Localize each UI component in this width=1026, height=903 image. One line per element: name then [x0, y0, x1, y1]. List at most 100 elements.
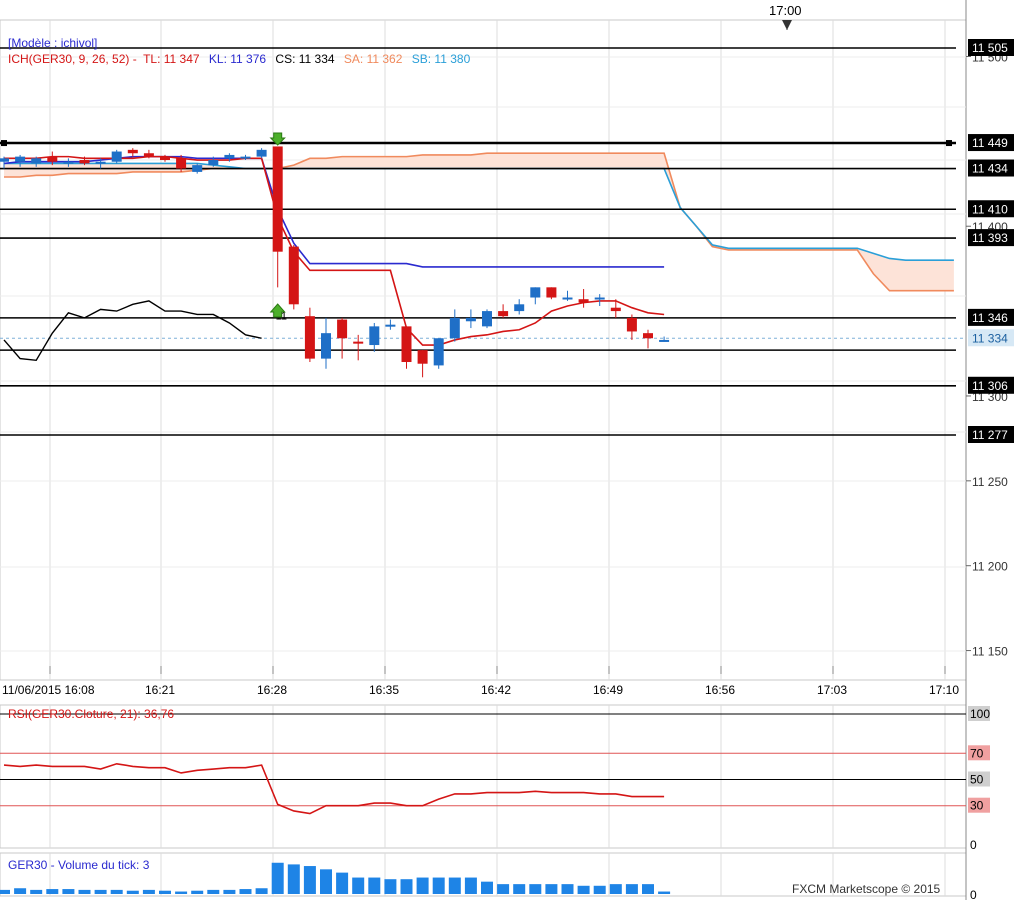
candle-body: [626, 317, 637, 332]
price-label-box: [968, 229, 1014, 247]
volume-bar: [416, 877, 429, 894]
price-label-text: 11 277: [972, 428, 1008, 442]
candle-body: [433, 338, 444, 366]
volume-bar: [191, 890, 204, 894]
volume-bar: [384, 879, 397, 894]
price-label-text: 11 393: [972, 231, 1008, 245]
volume-bar: [481, 881, 493, 894]
price-label-text: 11 346: [972, 311, 1008, 325]
candle-body: [79, 160, 90, 164]
candle-body: [643, 333, 653, 339]
x-tick-label: 16:35: [369, 683, 399, 697]
volume-bar: [658, 891, 671, 894]
price-label-box: [968, 134, 1014, 152]
candle-body: [465, 317, 476, 322]
volume-bar: [126, 890, 139, 894]
candle-body: [272, 146, 283, 252]
x-tick-label: 16:42: [481, 683, 511, 697]
y-tick-label: 11 200: [972, 560, 1008, 574]
rsi-tick-label: 0: [970, 838, 977, 852]
x-tick-label: 11/06/2015 16:08: [2, 683, 95, 697]
price-label-text: 11 434: [972, 162, 1008, 176]
price-label-text: 11 306: [972, 379, 1008, 393]
volume-bar: [110, 889, 123, 894]
candle-body: [530, 287, 541, 298]
volume-bar: [545, 884, 558, 894]
candle-body: [143, 153, 154, 157]
candle-body: [385, 324, 396, 327]
watermark: FXCM Marketscope © 2015: [792, 882, 941, 896]
volume-bar: [448, 877, 461, 894]
volume-bar: [255, 888, 268, 894]
volume-bar: [432, 877, 445, 894]
candle-body: [353, 341, 364, 344]
rsi-title: RSI(GER30.Cloture, 21): 36,76: [8, 707, 175, 721]
volume-bar: [175, 891, 188, 894]
price-label-box: [968, 159, 1014, 177]
candle-body: [304, 316, 315, 359]
volume-bar: [271, 862, 284, 894]
volume-bar: [223, 889, 236, 894]
candle-body: [659, 339, 670, 342]
price-label-box: [968, 200, 1014, 218]
candle-body: [111, 151, 122, 162]
volume-bar: [78, 889, 91, 894]
candle-body: [288, 246, 299, 305]
volume-bar: [642, 884, 654, 894]
top-time-marker: 17:00: [769, 3, 802, 18]
volume-bar: [207, 889, 220, 894]
sa-label: SA: 11 362: [343, 52, 403, 66]
volume-bar: [142, 889, 155, 894]
kumo-cloud: [4, 153, 954, 291]
volume-tick-label: 0: [970, 888, 977, 900]
price-label-box: [968, 329, 1014, 347]
sb-label: SB: 11 380: [411, 52, 471, 66]
rsi-tick-label: 100: [970, 707, 990, 721]
candle-body: [562, 297, 573, 300]
y-tick-label: 11 250: [972, 475, 1008, 489]
volume-bar: [320, 869, 332, 894]
volume-bar: [14, 888, 27, 894]
rsi-line: [3, 762, 665, 815]
volume-bar: [0, 889, 10, 894]
x-tick-label: 17:10: [929, 683, 959, 697]
volume-bar: [400, 879, 413, 894]
level-handle: [946, 140, 952, 147]
senkou-a-line: [4, 152, 954, 292]
candle-body: [240, 156, 251, 159]
volume-bar: [577, 885, 590, 894]
candle-body: [208, 160, 219, 166]
price-label-text: 11 505: [972, 41, 1008, 55]
x-tick-label: 17:03: [817, 683, 847, 697]
candle-body: [321, 333, 331, 359]
candle-body: [417, 350, 428, 364]
candle-body: [369, 326, 380, 346]
volume-bar: [46, 889, 59, 894]
volume-bar: [464, 877, 477, 894]
volume-bar: [625, 884, 638, 894]
rsi-tick-label: 50: [970, 773, 984, 787]
volume-bar: [529, 884, 542, 894]
level-handle: [1, 140, 7, 147]
candle-body: [337, 319, 348, 339]
volume-bar: [94, 889, 107, 894]
price-label-text: 11 334: [972, 331, 1008, 345]
candle-body: [0, 158, 9, 162]
rsi-tick-label: 30: [970, 799, 984, 813]
rsi-tick-box: [968, 706, 990, 721]
volume-bar: [609, 884, 622, 894]
rsi-tick-box: [968, 745, 990, 761]
ichimoku-legend: ICH(GER30, 9, 26, 52) - TL: 11 347 KL: 1…: [8, 52, 470, 66]
rsi-panel: [0, 704, 967, 849]
price-label-box: [968, 426, 1014, 443]
rsi-tick-box: [968, 797, 990, 813]
candle-body: [546, 287, 557, 298]
volume-bar: [239, 889, 252, 894]
rsi-tick-label: 70: [970, 746, 984, 760]
candle-body: [498, 311, 509, 317]
volume-bar: [336, 872, 349, 894]
ich-name-label: ICH(GER30, 9, 26, 52) -: [8, 52, 137, 66]
volume-title: GER30 - Volume du tick: 3: [8, 858, 150, 872]
volume-bar: [497, 884, 510, 894]
